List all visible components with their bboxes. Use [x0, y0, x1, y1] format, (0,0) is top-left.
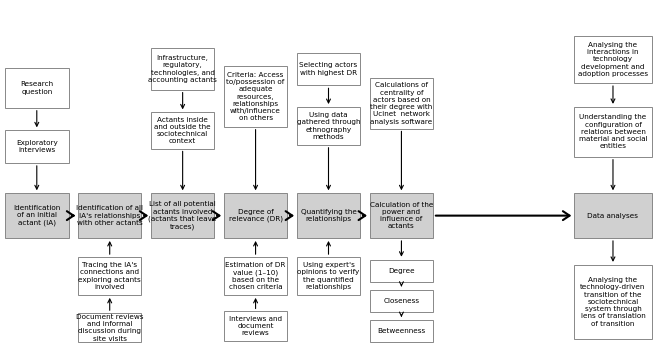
Text: Identification
of an initial
actant (IA): Identification of an initial actant (IA) [13, 205, 60, 226]
Text: Degree: Degree [388, 268, 415, 274]
FancyBboxPatch shape [370, 193, 433, 238]
FancyBboxPatch shape [78, 257, 141, 295]
Text: Document reviews
and informal
discussion during
site visits: Document reviews and informal discussion… [76, 314, 143, 342]
FancyBboxPatch shape [297, 107, 360, 145]
Text: Research
question: Research question [20, 81, 53, 95]
Text: Infrastructure,
regulatory,
technologies, and
accounting actants: Infrastructure, regulatory, technologies… [148, 55, 217, 83]
FancyBboxPatch shape [370, 259, 433, 282]
Text: Betweenness: Betweenness [377, 328, 426, 334]
FancyBboxPatch shape [78, 313, 141, 342]
FancyBboxPatch shape [574, 193, 652, 238]
Text: Tracing the IA's
connections and
exploring actants
involved: Tracing the IA's connections and explori… [78, 262, 141, 290]
FancyBboxPatch shape [574, 265, 652, 339]
Text: Degree of
relevance (DR): Degree of relevance (DR) [229, 209, 283, 223]
Text: Identification of all
IA's relationships
with other actants: Identification of all IA's relationships… [76, 205, 143, 226]
FancyBboxPatch shape [224, 66, 287, 127]
FancyBboxPatch shape [224, 311, 287, 341]
FancyBboxPatch shape [151, 48, 214, 90]
FancyBboxPatch shape [151, 112, 214, 148]
Text: Calculation of the
power and
influence of
actants: Calculation of the power and influence o… [370, 202, 433, 229]
FancyBboxPatch shape [370, 290, 433, 312]
FancyBboxPatch shape [370, 79, 433, 129]
FancyBboxPatch shape [297, 193, 360, 238]
Text: Data analyses: Data analyses [587, 213, 639, 219]
Text: Criteria: Access
to/possession of
adequate
resources,
relationships
with/influen: Criteria: Access to/possession of adequa… [227, 72, 284, 121]
FancyBboxPatch shape [370, 320, 433, 342]
FancyBboxPatch shape [297, 257, 360, 295]
FancyBboxPatch shape [5, 130, 69, 163]
Text: Exploratory
interviews: Exploratory interviews [16, 140, 58, 153]
Text: Interviews and
document
reviews: Interviews and document reviews [229, 316, 282, 336]
Text: Using expert's
opinions to verify
the quantified
relationships: Using expert's opinions to verify the qu… [298, 262, 359, 290]
Text: Estimation of DR
value (1–10)
based on the
chosen criteria: Estimation of DR value (1–10) based on t… [225, 262, 286, 290]
FancyBboxPatch shape [574, 107, 652, 157]
FancyBboxPatch shape [297, 52, 360, 85]
Text: Understanding the
configuration of
relations between
material and social
entitie: Understanding the configuration of relat… [579, 114, 647, 149]
Text: Calculations of
centrality of
actors based on
their degree with
Ucinet  network
: Calculations of centrality of actors bas… [371, 82, 432, 125]
FancyBboxPatch shape [5, 193, 69, 238]
FancyBboxPatch shape [224, 193, 287, 238]
Text: Closeness: Closeness [384, 298, 419, 304]
Text: Selecting actors
with highest DR: Selecting actors with highest DR [300, 62, 357, 76]
FancyBboxPatch shape [151, 193, 214, 238]
FancyBboxPatch shape [78, 193, 141, 238]
Text: Analysing the
technology-driven
transition of the
sociotechnical
system through
: Analysing the technology-driven transiti… [580, 277, 646, 327]
FancyBboxPatch shape [224, 257, 287, 295]
Text: Quantifying the
relationships: Quantifying the relationships [300, 209, 357, 222]
FancyBboxPatch shape [574, 36, 652, 83]
FancyBboxPatch shape [5, 68, 69, 108]
Text: Using data
gathered through
ethnography
methods: Using data gathered through ethnography … [297, 112, 360, 140]
Text: Actants inside
and outside the
sociotechnical
context: Actants inside and outside the sociotech… [154, 117, 211, 144]
Text: Analysing the
interactions in
technology
development and
adoption processes: Analysing the interactions in technology… [578, 42, 648, 77]
Text: List of all potential
actants involved
(actants that leave
traces): List of all potential actants involved (… [148, 201, 217, 230]
